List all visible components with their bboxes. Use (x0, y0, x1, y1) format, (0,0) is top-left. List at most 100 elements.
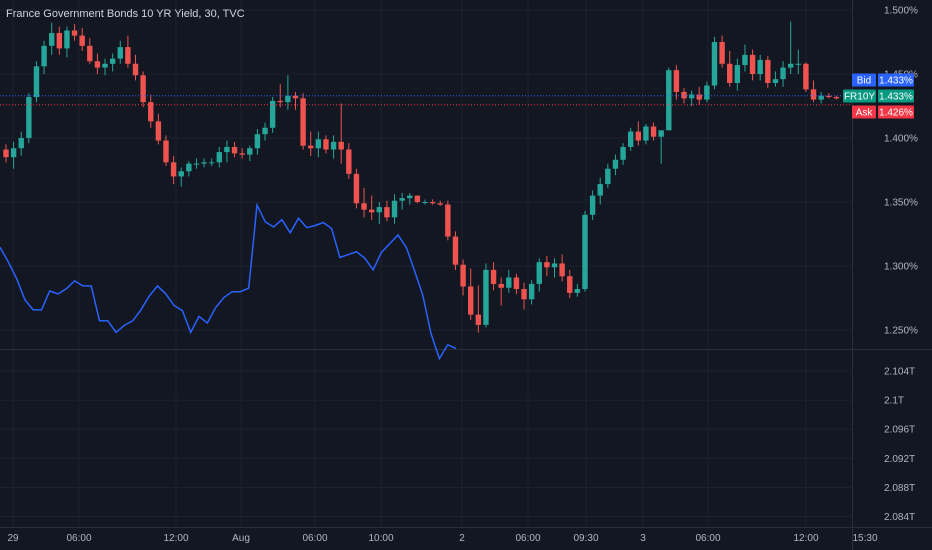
candle-body (612, 159, 619, 169)
price-tag-fr10y: FR10Y 1.433% (843, 89, 914, 103)
candle (536, 258, 542, 292)
price-tag-label: Bid (857, 76, 871, 87)
candle (109, 53, 116, 72)
candle (567, 269, 573, 298)
price-tag-label-bg (843, 89, 876, 103)
price-tick-label: 1.400% (884, 134, 918, 145)
candle (18, 131, 24, 156)
candle-body (742, 54, 748, 66)
price-tick-label: 1.500% (884, 6, 918, 17)
time-axis[interactable]: 29 06:00 12:00 Aug 06:00 10:00 2 06:00 09:30 3 06:… (7, 533, 878, 544)
candle (277, 84, 283, 108)
candle (734, 58, 741, 91)
candle-body (468, 286, 474, 315)
candle (612, 154, 619, 176)
candle (155, 113, 162, 145)
candle-body (490, 269, 497, 284)
candle-body (833, 97, 840, 99)
candle-body (452, 236, 459, 265)
time-tick-label: 12:00 (163, 533, 188, 544)
candle-body (673, 70, 680, 92)
candle (186, 161, 192, 177)
candle (125, 35, 131, 68)
candle (719, 35, 725, 68)
candle-body (498, 283, 504, 288)
price-tick-label: 1.300% (884, 262, 918, 273)
candle-body (269, 100, 276, 128)
candle (10, 141, 17, 169)
candle (79, 27, 85, 51)
candle (323, 135, 329, 154)
candle-body (94, 61, 101, 68)
candle-body (475, 314, 482, 325)
candle-body (391, 200, 398, 218)
price-tag-value: 1.433% (879, 76, 913, 87)
price-tag-value: 1.426% (879, 108, 913, 119)
candle (559, 254, 565, 282)
candle-body (506, 277, 512, 288)
candle (688, 90, 695, 106)
time-tick-label: 06:00 (66, 533, 91, 544)
candle (353, 168, 360, 209)
candle (407, 193, 413, 205)
candle-body (437, 203, 443, 205)
overlay-line (0, 202, 457, 361)
candle-body (3, 149, 9, 158)
candle-body (787, 63, 794, 68)
candle (308, 131, 314, 156)
candle-body (125, 47, 131, 64)
candle-body (818, 95, 824, 100)
candle-body (300, 98, 306, 146)
candle-body (589, 195, 596, 215)
candle-body (567, 276, 573, 293)
candle (376, 202, 382, 224)
time-tick-label: 3 (640, 533, 646, 544)
candle-body (666, 70, 672, 131)
candle-body (140, 75, 146, 103)
chart-title: France Government Bonds 10 YR Yield, 30,… (6, 8, 245, 20)
candle (399, 193, 405, 210)
candle (673, 65, 680, 100)
candle-body (574, 289, 581, 293)
candle (597, 177, 603, 205)
candle-body (803, 63, 809, 90)
candle-body (148, 102, 154, 122)
candle-body (361, 203, 367, 210)
candle-body (346, 149, 352, 174)
candle-body (414, 195, 421, 202)
candle (528, 280, 535, 305)
candle-body (711, 42, 718, 86)
candle-body (681, 91, 687, 99)
price-tag-label: FR10Y (844, 92, 875, 103)
candle (445, 200, 451, 241)
candle-body (41, 45, 47, 67)
price-tag-bid: Bid 1.433% (852, 73, 914, 87)
candle (56, 26, 63, 55)
candle-body (719, 42, 725, 64)
candle-body (338, 141, 344, 150)
candle (346, 143, 352, 179)
candle (315, 131, 322, 158)
candle (231, 141, 238, 158)
candle (490, 262, 497, 291)
candle (475, 285, 482, 333)
candle-body (643, 126, 649, 141)
candle-body (163, 140, 169, 163)
candle (574, 283, 581, 297)
candle-body (765, 59, 771, 83)
candle (148, 94, 154, 128)
candle (269, 97, 276, 133)
candle (201, 158, 207, 168)
candle (224, 140, 230, 163)
candle (117, 40, 123, 64)
candle-body (810, 89, 817, 100)
candle-body (780, 67, 786, 80)
candle-body (285, 95, 291, 103)
candle-body (353, 173, 360, 204)
candle (247, 145, 253, 162)
candle-body (582, 214, 588, 290)
lower-tick-label: 2.088T (884, 483, 915, 494)
candle (3, 144, 9, 163)
